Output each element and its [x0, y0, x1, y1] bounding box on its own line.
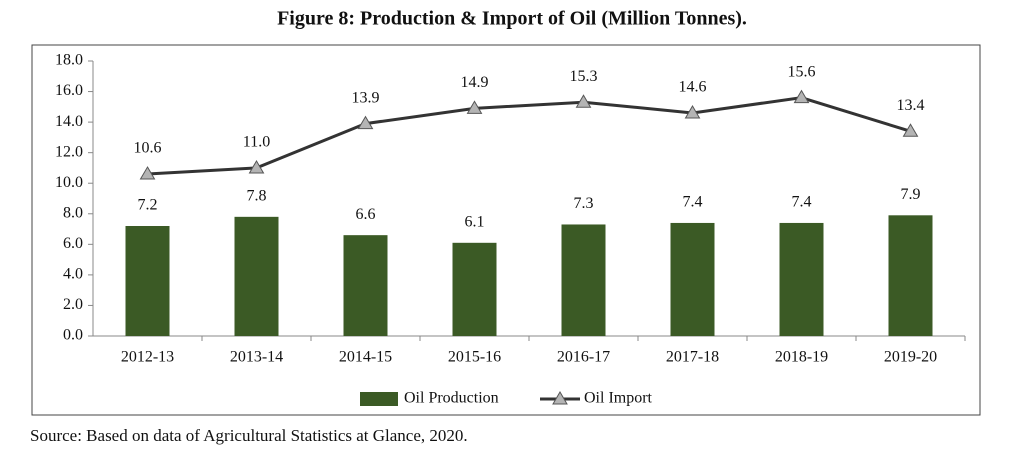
y-tick-label: 16.0	[55, 82, 83, 99]
data-label: 13.4	[897, 97, 925, 114]
marker	[902, 123, 919, 137]
data-label: 6.6	[356, 206, 376, 223]
data-label: 7.9	[901, 186, 921, 203]
bar	[888, 215, 933, 336]
bar	[343, 235, 388, 336]
x-tick-label: 2016-17	[557, 349, 610, 366]
data-label: 6.1	[465, 213, 485, 230]
legend-swatch	[360, 392, 398, 406]
legend-label: Oil Import	[584, 390, 653, 407]
y-tick-label: 6.0	[63, 235, 83, 252]
y-tick-label: 18.0	[55, 52, 83, 69]
marker	[248, 159, 265, 174]
chart-frame	[31, 44, 981, 416]
legend-marker	[552, 391, 568, 405]
legend-label: Oil Production	[404, 390, 499, 407]
marker	[575, 94, 592, 108]
data-label: 14.9	[461, 74, 489, 91]
data-label: 15.3	[570, 68, 598, 85]
data-label: 13.9	[352, 89, 380, 106]
x-tick-label: 2014-15	[339, 349, 392, 366]
line	[147, 96, 911, 176]
data-label: 7.4	[683, 194, 703, 211]
x-tick-label: 2013-14	[230, 349, 283, 366]
source-note: Source: Based on data of Agricultural St…	[30, 426, 468, 445]
bar	[670, 222, 715, 336]
bar	[125, 226, 170, 336]
y-tick-label: 14.0	[55, 113, 83, 130]
y-tick-label: 0.0	[63, 327, 83, 344]
y-tick-label: 4.0	[63, 266, 83, 283]
marker	[139, 166, 156, 180]
data-label: 10.6	[134, 140, 162, 157]
data-label: 15.6	[788, 63, 816, 80]
chart-title: Figure 8: Production & Import of Oil (Mi…	[277, 8, 747, 30]
data-label: 7.4	[792, 194, 812, 211]
x-tick-label: 2018-19	[775, 349, 828, 366]
marker	[793, 89, 810, 104]
y-tick-label: 12.0	[55, 143, 83, 160]
x-tick-label: 2017-18	[666, 349, 719, 366]
bar	[234, 216, 279, 336]
data-label: 11.0	[243, 134, 270, 151]
data-label: 7.2	[138, 197, 158, 214]
y-tick-label: 10.0	[55, 174, 83, 191]
x-tick-label: 2019-20	[884, 349, 937, 366]
y-tick-label: 8.0	[63, 204, 83, 221]
bar	[779, 222, 824, 336]
bar	[561, 224, 606, 336]
data-label: 7.3	[574, 195, 594, 212]
bar	[452, 242, 497, 336]
x-tick-label: 2015-16	[448, 349, 501, 366]
x-tick-label: 2012-13	[121, 349, 174, 366]
marker	[466, 100, 483, 114]
y-tick-label: 2.0	[63, 296, 83, 313]
marker	[357, 115, 374, 130]
data-label: 7.8	[247, 188, 267, 205]
data-label: 14.6	[679, 79, 707, 96]
marker	[684, 104, 701, 119]
